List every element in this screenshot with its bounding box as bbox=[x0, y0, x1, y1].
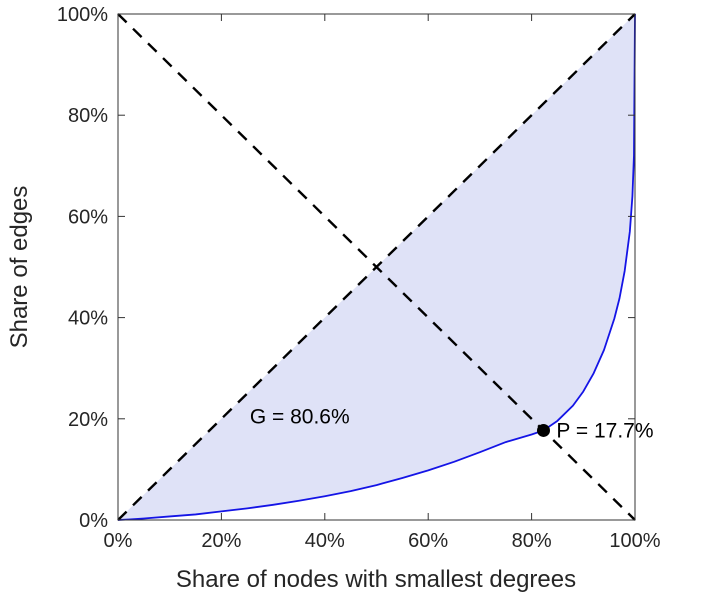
gini-label: G = 80.6% bbox=[250, 405, 350, 428]
chart-layers: 0% 20% 40% 60% 80% 100% 0% 20% 40% 60% 80% 100% G = … bbox=[57, 4, 661, 552]
p-label: P = 17.7% bbox=[556, 419, 653, 442]
p-point bbox=[536, 423, 550, 437]
y-tick-label: 80% bbox=[68, 105, 108, 127]
y-tick-label: 0% bbox=[79, 510, 108, 532]
y-tick-label: 40% bbox=[68, 308, 108, 330]
y-tick-label: 20% bbox=[68, 409, 108, 431]
lorenz-curve bbox=[117, 13, 636, 521]
x-tick-label: 40% bbox=[305, 530, 345, 552]
x-axis-label: Share of nodes with smallest degrees bbox=[176, 566, 576, 593]
x-tick-label: 100% bbox=[609, 530, 660, 552]
y-tick-label: 60% bbox=[68, 206, 108, 228]
x-tick-label: 20% bbox=[201, 530, 241, 552]
y-tick-label: 100% bbox=[57, 4, 108, 26]
y-axis-label: Share of edges bbox=[6, 186, 33, 349]
x-tick-label: 60% bbox=[408, 530, 448, 552]
x-tick-label: 0% bbox=[104, 530, 133, 552]
x-tick-label: 80% bbox=[512, 530, 552, 552]
plot-box bbox=[117, 13, 636, 521]
anti-diagonal-line bbox=[117, 13, 636, 521]
